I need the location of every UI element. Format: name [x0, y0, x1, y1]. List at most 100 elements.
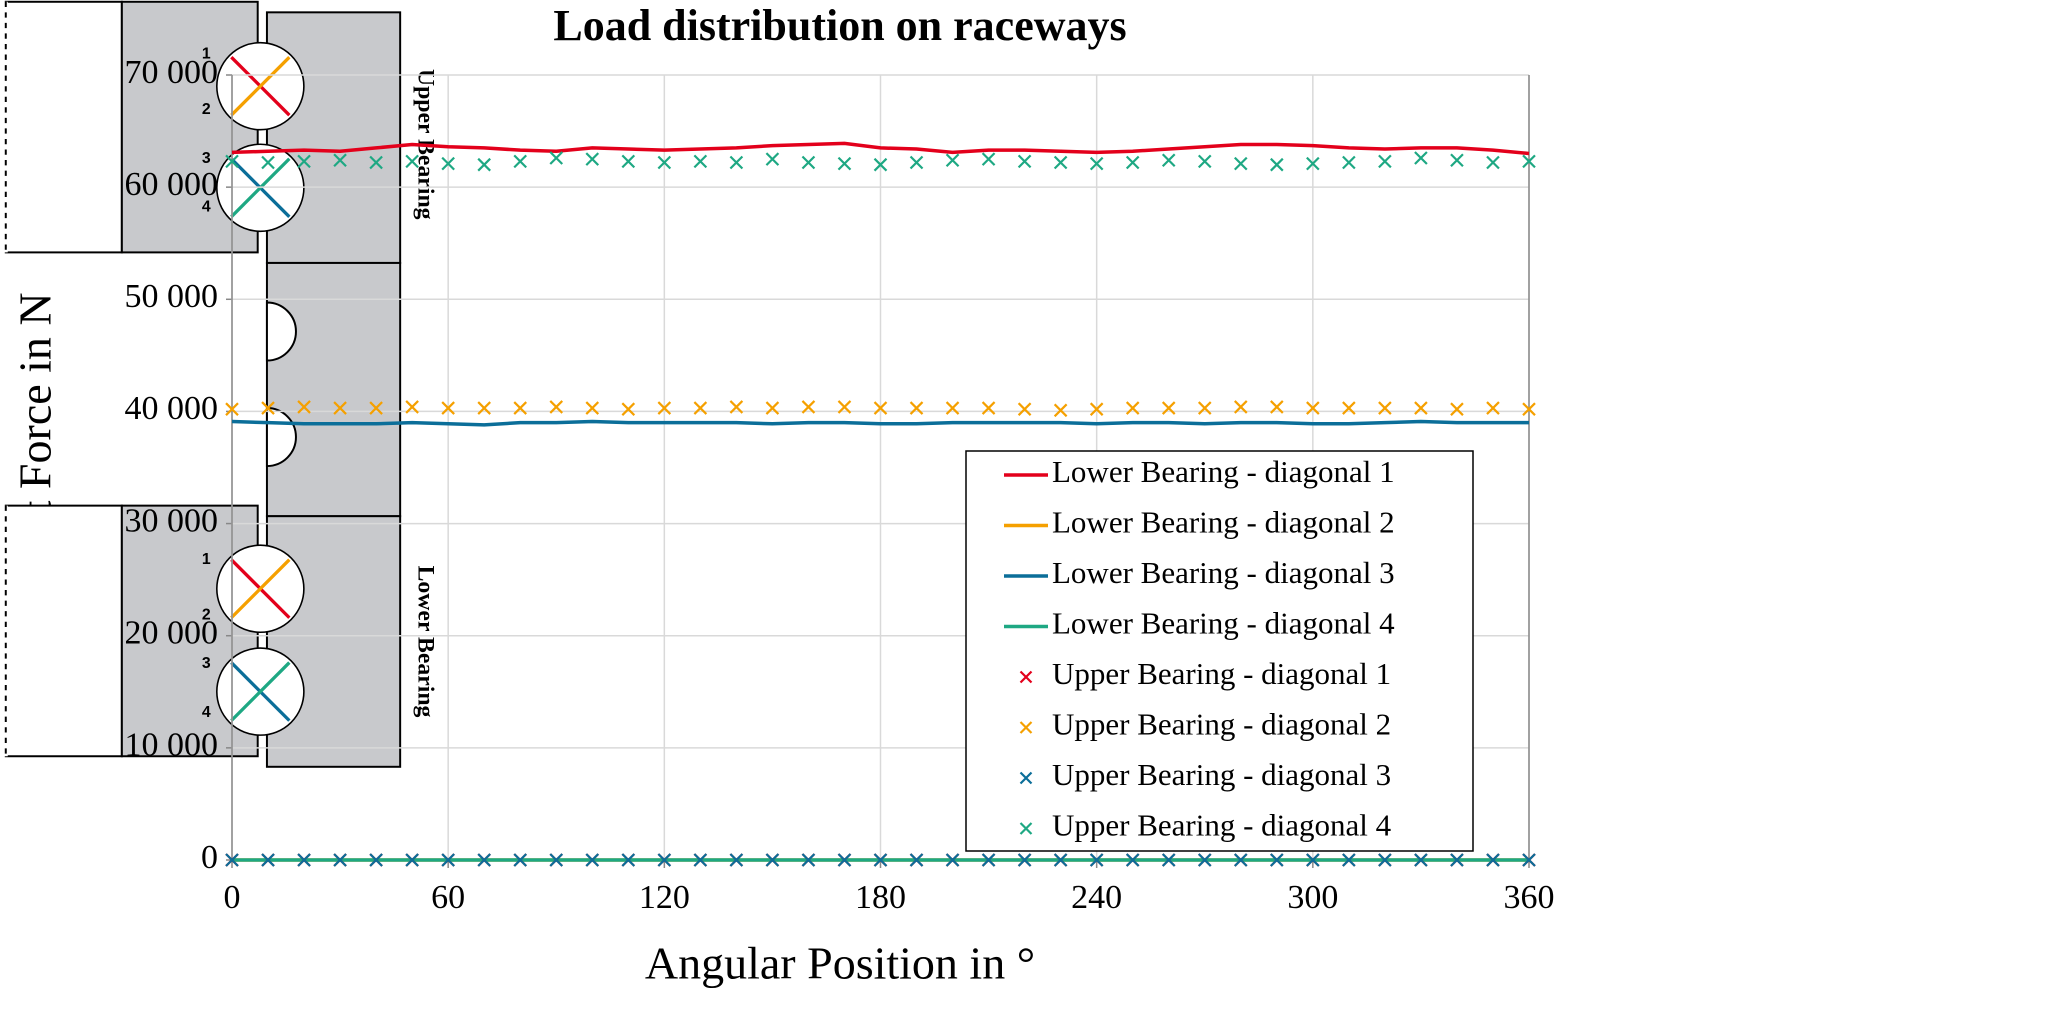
- series-marker: [1342, 401, 1356, 415]
- series-marker: [1053, 155, 1068, 170]
- series-marker: [873, 401, 888, 415]
- ball-number: 4: [202, 704, 211, 721]
- bearing-label: Lower Bearing: [412, 566, 438, 718]
- series-marker: [1053, 853, 1068, 867]
- series-marker: [1125, 401, 1140, 415]
- series-marker: [765, 401, 780, 415]
- y-tick-label: 60 000: [125, 166, 219, 203]
- series-line: [231, 419, 1529, 427]
- legend-label: Lower Bearing - diagonal 1: [1052, 454, 1395, 489]
- series-marker: [1125, 155, 1140, 170]
- series-marker: [1450, 853, 1464, 867]
- series-marker: [1270, 400, 1284, 414]
- series-marker: [1306, 156, 1320, 171]
- series-marker: [405, 154, 419, 169]
- series-marker: [801, 853, 816, 867]
- series-marker: [1089, 402, 1104, 416]
- series-marker: [1270, 157, 1284, 172]
- legend-marker: [1019, 721, 1033, 734]
- series-marker: [1161, 853, 1176, 867]
- ball-number: 3: [202, 150, 211, 167]
- legend-label: Lower Bearing - diagonal 2: [1052, 505, 1395, 540]
- series-marker: [225, 402, 239, 416]
- x-tick-label: 300: [1287, 879, 1338, 916]
- ball-number: 1: [202, 551, 211, 568]
- series-marker: [981, 853, 996, 867]
- series-marker: [333, 401, 347, 415]
- series-marker: [441, 853, 455, 867]
- series-marker: [1414, 401, 1428, 415]
- series-marker: [1486, 155, 1500, 170]
- series-marker: [1234, 853, 1248, 867]
- x-tick-label: 360: [1504, 879, 1555, 916]
- series-marker: [1234, 400, 1248, 414]
- series-marker: [405, 400, 419, 414]
- series-marker: [333, 853, 347, 867]
- ball-number: 2: [202, 606, 211, 623]
- series-marker: [1017, 402, 1032, 416]
- legend-label: Upper Bearing - diagonal 1: [1052, 656, 1391, 691]
- series-marker: [369, 853, 383, 867]
- series-marker: [585, 152, 600, 166]
- series-marker: [225, 853, 239, 867]
- series-marker: [1053, 403, 1068, 418]
- x-tick-label: 0: [224, 879, 241, 916]
- series-marker: [729, 400, 744, 414]
- series-marker: [657, 155, 672, 170]
- series-marker: [1125, 853, 1140, 867]
- series-marker: [909, 401, 924, 415]
- series-marker: [693, 853, 708, 867]
- legend-marker: [1019, 771, 1033, 785]
- series-marker: [1414, 151, 1428, 165]
- series-marker: [1342, 853, 1356, 867]
- series-marker: [1161, 153, 1176, 168]
- series-marker: [765, 152, 780, 166]
- series-marker: [297, 154, 311, 169]
- series-marker: [981, 401, 996, 415]
- series-marker: [1017, 154, 1032, 169]
- series-marker: [441, 156, 455, 171]
- ball-number: 1: [202, 46, 211, 63]
- y-tick-label: 50 000: [125, 278, 219, 315]
- series-marker: [837, 853, 852, 867]
- series-marker: [837, 400, 852, 414]
- y-tick-label: 30 000: [125, 502, 219, 539]
- series-marker: [1197, 154, 1212, 169]
- series-marker: [693, 154, 708, 169]
- series-marker: [1378, 154, 1392, 169]
- series-marker: [477, 401, 491, 415]
- series-marker: [765, 853, 780, 867]
- series-marker: [1414, 853, 1428, 867]
- series-marker: [1342, 155, 1356, 170]
- x-tick-label: 180: [855, 879, 906, 916]
- series-marker: [225, 154, 239, 169]
- series-marker: [1450, 402, 1464, 416]
- y-tick-label: 40 000: [125, 390, 219, 427]
- series-marker: [477, 853, 491, 867]
- series-marker: [693, 401, 708, 415]
- series-marker: [1378, 401, 1392, 415]
- y-tick-label: 20 000: [125, 615, 219, 652]
- series-marker: [369, 155, 383, 170]
- spacer: [265, 261, 402, 518]
- series-marker: [1306, 853, 1320, 867]
- series-marker: [297, 400, 311, 414]
- series-marker: [945, 401, 960, 415]
- series-marker: [621, 853, 636, 867]
- series-marker: [729, 853, 744, 867]
- series-marker: [873, 157, 888, 172]
- series-marker: [369, 401, 383, 415]
- series-marker: [981, 152, 996, 166]
- legend-marker: [1019, 670, 1033, 684]
- shaft: [4, 0, 123, 254]
- series-marker: [585, 853, 600, 867]
- series-marker: [1017, 853, 1032, 867]
- x-axis-title: Angular Position in °: [645, 938, 1035, 989]
- series-marker: [477, 157, 491, 172]
- legend-label: Upper Bearing - diagonal 2: [1052, 707, 1391, 742]
- series-marker: [297, 853, 311, 867]
- series-marker: [549, 400, 564, 414]
- series-marker: [1522, 154, 1536, 169]
